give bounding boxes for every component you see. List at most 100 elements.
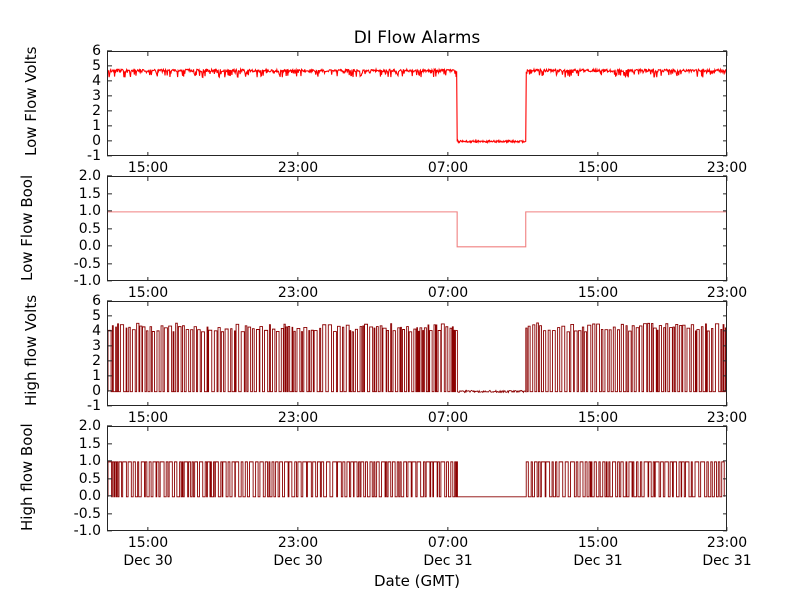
x-tick-mark (726, 426, 728, 431)
y-tick-label: 0.5 (78, 220, 101, 237)
y-tick-label: 4 (92, 323, 101, 339)
y-tick-label: 1.5 (78, 185, 101, 202)
chart-title: DI Flow Alarms (353, 28, 481, 48)
x-tick-label: 07:00 (427, 410, 469, 426)
x-tick-mark (147, 301, 149, 306)
trace-polyline (108, 69, 726, 142)
subplot-high-flow-volts (107, 301, 727, 406)
y-tick-mark (722, 280, 727, 282)
x-tick-sublabel: Dec 31 (573, 553, 623, 569)
y-tick-mark (722, 110, 727, 112)
x-tick-mark (726, 526, 728, 531)
y-tick-mark (107, 210, 112, 212)
x-tick-mark (297, 526, 299, 531)
y-tick-mark (722, 50, 727, 52)
y-tick-mark (107, 512, 112, 515)
y-tick-mark (107, 140, 112, 142)
y-tick-label: 3 (92, 338, 101, 354)
y-tick-mark (722, 425, 727, 427)
y-tick-mark (722, 360, 727, 362)
y-axis-label: High flow Bool (18, 423, 36, 531)
y-tick-mark (107, 125, 112, 127)
y-tick-mark (722, 300, 727, 302)
y-tick-mark (107, 442, 112, 445)
x-tick-mark (726, 151, 728, 156)
y-tick-mark (107, 50, 112, 52)
y-tick-label: 3 (92, 88, 101, 104)
y-axis-label: Low Flow Volts (22, 46, 40, 156)
x-tick-mark (447, 276, 449, 281)
y-tick-mark (107, 280, 112, 282)
y-tick-mark (107, 192, 112, 195)
y-tick-mark (107, 65, 112, 67)
y-tick-mark (722, 125, 727, 127)
y-tick-mark (107, 80, 112, 82)
x-tick-mark (147, 176, 149, 181)
y-tick-mark (107, 405, 112, 407)
x-tick-label: 07:00 (427, 535, 469, 551)
y-tick-mark (722, 210, 727, 212)
x-tick-label: 07:00 (427, 160, 469, 176)
x-tick-sublabel: Dec 30 (273, 553, 323, 569)
x-tick-label: 23:00 (706, 535, 748, 551)
x-tick-sublabel: Dec 30 (123, 553, 173, 569)
y-tick-mark (722, 192, 727, 195)
series-high-flow-volts (108, 302, 726, 405)
y-tick-mark (107, 300, 112, 302)
y-tick-mark (722, 405, 727, 407)
x-tick-mark (447, 401, 449, 406)
x-tick-mark (597, 526, 599, 531)
y-tick-mark (722, 345, 727, 347)
y-tick-label: -1.0 (73, 523, 101, 539)
x-tick-sublabel: Dec 31 (423, 553, 473, 569)
x-tick-mark (726, 51, 728, 56)
y-tick-mark (722, 530, 727, 532)
series-high-flow-bool (108, 427, 726, 530)
x-tick-mark (297, 176, 299, 181)
x-tick-label: 15:00 (577, 410, 619, 426)
x-tick-label: 07:00 (427, 285, 469, 301)
x-tick-sublabel: Dec 31 (702, 553, 752, 569)
x-tick-mark (597, 401, 599, 406)
y-tick-mark (107, 175, 112, 177)
x-tick-mark (597, 276, 599, 281)
y-tick-label: 4 (92, 73, 101, 89)
plot-surface-1 (108, 177, 726, 280)
x-tick-mark (147, 401, 149, 406)
y-tick-mark (722, 80, 727, 82)
x-tick-mark (447, 526, 449, 531)
x-tick-mark (147, 426, 149, 431)
plot-surface-2 (108, 302, 726, 405)
y-tick-mark (722, 512, 727, 515)
y-tick-label: 2 (92, 353, 101, 369)
x-tick-label: 15:00 (577, 160, 619, 176)
y-tick-mark (107, 262, 112, 265)
y-tick-label: 1 (92, 118, 101, 134)
x-tick-label: 15:00 (577, 535, 619, 551)
y-tick-mark (107, 530, 112, 532)
y-tick-label: 6 (92, 293, 101, 309)
x-tick-label: 15:00 (127, 285, 169, 301)
subplot-high-flow-bool (107, 426, 727, 531)
x-tick-mark (447, 51, 449, 56)
y-tick-mark (722, 140, 727, 142)
y-tick-mark (107, 245, 112, 247)
y-tick-label: 1 (92, 368, 101, 384)
y-tick-mark (722, 460, 727, 462)
x-tick-mark (297, 401, 299, 406)
y-tick-mark (107, 345, 112, 347)
x-tick-mark (297, 51, 299, 56)
x-tick-mark (447, 176, 449, 181)
x-tick-label: 23:00 (706, 285, 748, 301)
y-tick-mark (722, 227, 727, 230)
y-tick-mark (722, 155, 727, 157)
x-tick-label: 23:00 (706, 160, 748, 176)
x-tick-mark (726, 276, 728, 281)
y-tick-mark (722, 477, 727, 480)
x-tick-mark (147, 151, 149, 156)
x-tick-label: 23:00 (277, 535, 319, 551)
x-tick-mark (297, 301, 299, 306)
y-tick-mark (107, 110, 112, 112)
x-tick-mark (297, 426, 299, 431)
